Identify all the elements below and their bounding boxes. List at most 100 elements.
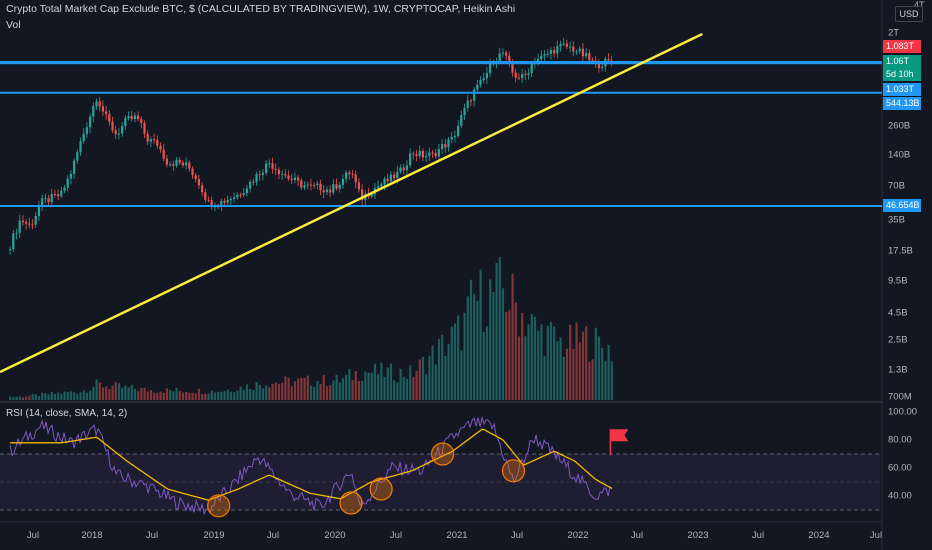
- candle-body: [453, 135, 457, 137]
- candle-body: [412, 153, 415, 155]
- volume-bar: [274, 382, 277, 400]
- volume-bar: [610, 361, 613, 400]
- price-tick: 700M: [888, 391, 912, 403]
- volume-bar: [425, 374, 428, 400]
- rsi-band-fill: [0, 454, 880, 510]
- time-tick: Jul: [389, 530, 403, 541]
- candle-body: [258, 174, 261, 176]
- volume-bar: [505, 312, 508, 400]
- candle-body: [108, 113, 111, 122]
- rsi-line: [9, 415, 613, 516]
- volume-bar: [460, 350, 463, 400]
- volume-bar: [172, 391, 175, 400]
- candle-body: [389, 174, 393, 182]
- volume-bar: [37, 396, 41, 400]
- candle-body: [575, 51, 578, 53]
- candle-body: [252, 181, 255, 183]
- currency-button[interactable]: USD: [895, 6, 923, 22]
- price-tick: 70B: [888, 180, 905, 192]
- volume-bar: [124, 385, 127, 400]
- volume-bar: [607, 344, 610, 400]
- candle-body: [98, 101, 101, 107]
- flag-icon: [610, 429, 629, 442]
- volume-bar: [405, 378, 409, 400]
- candle-body: [194, 175, 197, 180]
- candle-body: [457, 125, 460, 136]
- volume-bar: [421, 356, 425, 400]
- candle-body: [41, 198, 44, 207]
- volume-bar: [508, 309, 511, 400]
- candle-body: [319, 183, 322, 191]
- candle-body: [543, 53, 546, 56]
- volume-bar: [249, 388, 252, 400]
- candle-body: [105, 111, 108, 114]
- rsi-tick: 40.00: [888, 490, 912, 502]
- volume-bar: [361, 380, 364, 400]
- volume-bar: [521, 312, 524, 400]
- rsi-title: RSI (14, close, SMA, 14, 2): [6, 408, 128, 419]
- candle-body: [44, 198, 47, 200]
- candle-body: [405, 165, 409, 171]
- candle-body: [293, 177, 297, 181]
- volume-bar: [575, 322, 578, 400]
- candle-body: [447, 139, 450, 148]
- candle-body: [498, 53, 501, 62]
- price-tick: 2T: [888, 27, 900, 39]
- volume-bar: [245, 384, 249, 400]
- candle-body: [396, 171, 399, 179]
- volume-bar: [121, 387, 124, 400]
- volume-bar: [82, 390, 85, 400]
- volume-bar: [447, 343, 450, 400]
- candle-body: [508, 55, 511, 63]
- candle-body: [556, 46, 559, 54]
- candle-body: [159, 145, 162, 150]
- volume-bar: [303, 378, 306, 400]
- candle-body: [434, 152, 437, 157]
- candle-body: [316, 183, 319, 186]
- candle-body: [73, 160, 76, 174]
- candle-body: [207, 199, 210, 201]
- candle-body: [76, 152, 79, 161]
- candle-body: [601, 66, 604, 69]
- volume-bar: [453, 323, 457, 400]
- candle-body: [572, 46, 575, 52]
- volume-bar: [217, 391, 220, 400]
- volume-bar: [265, 385, 268, 400]
- volume-bar: [9, 396, 12, 400]
- candle-body: [127, 116, 130, 119]
- candle-body: [428, 152, 431, 156]
- volume-bar: [92, 386, 95, 400]
- candle-body: [588, 53, 591, 61]
- volume-bar: [469, 279, 473, 400]
- volume-bar: [290, 386, 293, 400]
- level-tag: 544.13B: [883, 97, 921, 110]
- volume-bar: [585, 326, 588, 400]
- volume-bar: [76, 393, 79, 400]
- candle-body: [505, 52, 508, 56]
- candle-body: [370, 194, 373, 197]
- volume-bar: [389, 363, 393, 400]
- candle-body: [28, 223, 31, 225]
- rsi-tick: 80.00: [888, 434, 912, 446]
- candle-body: [34, 215, 37, 225]
- candle-body: [271, 163, 274, 169]
- volume-bar: [108, 388, 111, 400]
- volume-bar: [69, 391, 73, 400]
- volume-bar: [47, 394, 50, 400]
- candle-body: [226, 199, 229, 203]
- candle-body: [255, 174, 258, 183]
- volume-bar: [393, 380, 396, 400]
- candle-body: [12, 233, 15, 250]
- volume-bar: [223, 391, 226, 400]
- candle-body: [210, 200, 213, 207]
- volume-bar: [511, 273, 514, 400]
- volume-bar: [25, 396, 28, 400]
- circle-marker: [339, 491, 363, 515]
- volume-bar: [524, 336, 527, 400]
- volume-bar: [268, 387, 271, 400]
- candle-body: [124, 118, 127, 126]
- time-tick: Jul: [869, 530, 883, 541]
- volume-bar: [588, 361, 591, 400]
